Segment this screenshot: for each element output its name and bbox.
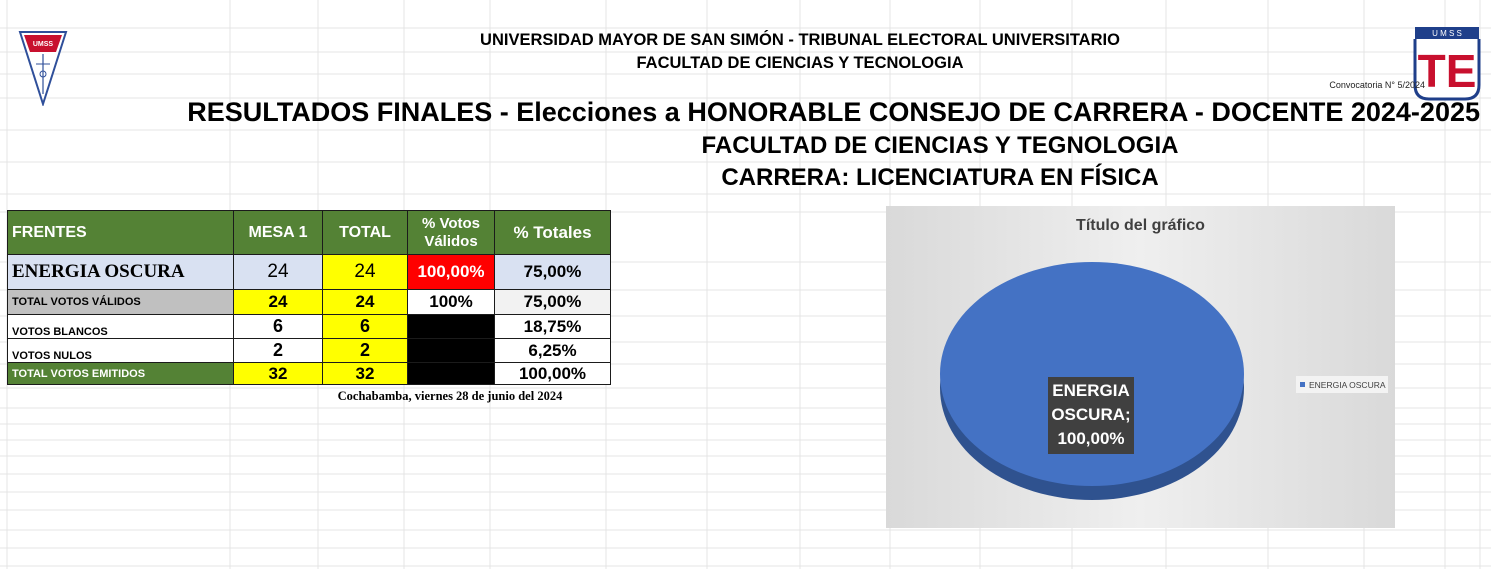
header-total[interactable]: TOTAL bbox=[322, 210, 408, 255]
pie-data-label: ENERGIA OSCURA; 100,00% bbox=[1048, 377, 1134, 454]
table-row: TOTAL VOTOS EMITIDOS 32 32 100,00% bbox=[7, 362, 611, 385]
svg-text:UMSS: UMSS bbox=[33, 41, 54, 48]
cell-total[interactable]: 2 bbox=[322, 338, 408, 363]
table-row: VOTOS NULOS 2 2 6,25% bbox=[7, 338, 611, 363]
cell-validos[interactable]: 100% bbox=[407, 289, 495, 315]
table-row: ENERGIA OSCURA 24 24 100,00% 75,00% bbox=[7, 254, 611, 290]
table-header-row: FRENTES MESA 1 TOTAL % Votos Válidos % T… bbox=[7, 210, 611, 255]
cell-validos[interactable]: 100,00% bbox=[407, 254, 495, 290]
table-row: VOTOS BLANCOS 6 6 18,75% bbox=[7, 314, 611, 339]
convocatoria-label: Convocatoria N° 5/2024 bbox=[1329, 80, 1425, 90]
pie-slice[interactable] bbox=[940, 262, 1244, 486]
row-label[interactable]: VOTOS BLANCOS bbox=[7, 314, 234, 339]
cell-validos[interactable] bbox=[407, 362, 495, 385]
cell-total[interactable]: 24 bbox=[322, 289, 408, 315]
table-row: TOTAL VOTOS VÁLIDOS 24 24 100% 75,00% bbox=[7, 289, 611, 315]
row-label[interactable]: TOTAL VOTOS EMITIDOS bbox=[7, 362, 234, 385]
te-logo-top-text: U M S S bbox=[1432, 29, 1462, 38]
page-title: RESULTADOS FINALES - Elecciones a HONORA… bbox=[187, 97, 1480, 127]
header-totales[interactable]: % Totales bbox=[494, 210, 611, 255]
cell-totales[interactable]: 6,25% bbox=[494, 338, 611, 363]
chart-legend[interactable]: ENERGIA OSCURA bbox=[1296, 376, 1388, 393]
data-label-line3: 100,00% bbox=[1057, 429, 1125, 448]
career-subtitle: CARRERA: LICENCIATURA EN FÍSICA bbox=[721, 164, 1159, 191]
row-label[interactable]: VOTOS NULOS bbox=[7, 338, 234, 363]
data-label-line1: ENERGIA bbox=[1052, 381, 1130, 400]
row-label[interactable]: TOTAL VOTOS VÁLIDOS bbox=[7, 289, 234, 315]
cell-total[interactable]: 32 bbox=[322, 362, 408, 385]
cell-totales[interactable]: 100,00% bbox=[494, 362, 611, 385]
cell-mesa1[interactable]: 6 bbox=[233, 314, 323, 339]
header-votos-validos[interactable]: % Votos Válidos bbox=[407, 210, 495, 255]
chart-title[interactable]: Título del gráfico bbox=[1076, 217, 1205, 234]
te-logo-text: TE bbox=[1418, 45, 1477, 97]
tribunal-electoral-logo-icon: U M S S TE bbox=[1413, 27, 1481, 101]
pie-chart[interactable] bbox=[886, 206, 1395, 528]
cell-mesa1[interactable]: 2 bbox=[233, 338, 323, 363]
university-header: UNIVERSIDAD MAYOR DE SAN SIMÓN - TRIBUNA… bbox=[480, 31, 1120, 49]
date-footer: Cochabamba, viernes 28 de junio del 2024 bbox=[337, 389, 563, 403]
results-table: FRENTES MESA 1 TOTAL % Votos Válidos % T… bbox=[7, 210, 611, 385]
cell-validos[interactable] bbox=[407, 314, 495, 339]
data-label-line2: OSCURA; bbox=[1051, 405, 1131, 424]
faculty-subtitle: FACULTAD DE CIENCIAS Y TEGNOLOGIA bbox=[701, 132, 1179, 159]
faculty-header: FACULTAD DE CIENCIAS Y TECNOLOGIA bbox=[636, 54, 964, 72]
legend-label: ENERGIA OSCURA bbox=[1309, 379, 1386, 390]
cell-mesa1[interactable]: 24 bbox=[233, 289, 323, 315]
umss-logo-icon: UMSS bbox=[18, 31, 68, 106]
cell-total[interactable]: 6 bbox=[322, 314, 408, 339]
cell-mesa1[interactable]: 24 bbox=[233, 254, 323, 290]
cell-totales[interactable]: 18,75% bbox=[494, 314, 611, 339]
legend-swatch bbox=[1300, 382, 1305, 387]
cell-validos[interactable] bbox=[407, 338, 495, 363]
row-label[interactable]: ENERGIA OSCURA bbox=[7, 254, 234, 290]
cell-totales[interactable]: 75,00% bbox=[494, 254, 611, 290]
header-frentes[interactable]: FRENTES bbox=[7, 210, 234, 255]
cell-mesa1[interactable]: 32 bbox=[233, 362, 323, 385]
header-mesa1[interactable]: MESA 1 bbox=[233, 210, 323, 255]
cell-total[interactable]: 24 bbox=[322, 254, 408, 290]
cell-totales[interactable]: 75,00% bbox=[494, 289, 611, 315]
